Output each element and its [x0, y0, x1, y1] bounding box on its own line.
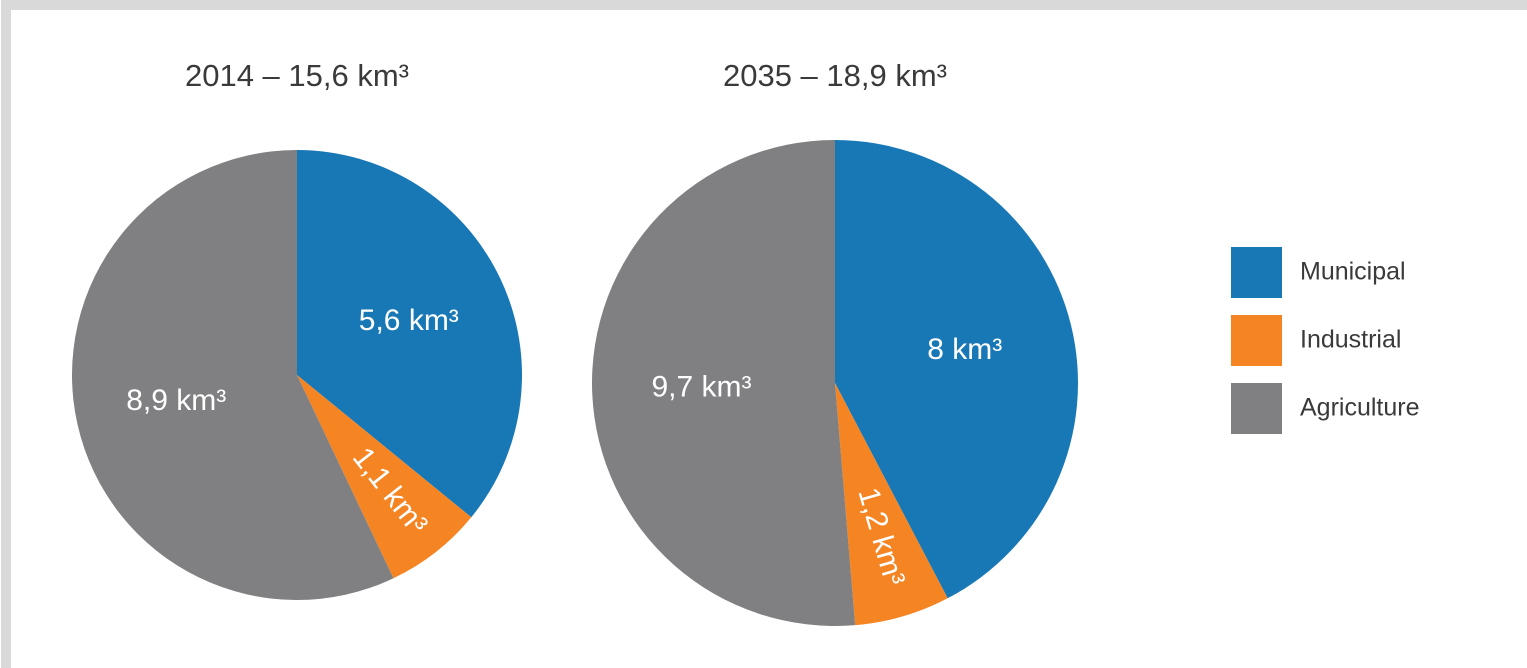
- pie-slice: Municipal: [297, 150, 523, 518]
- legend-swatch: [1231, 315, 1282, 366]
- pie-slice: Agriculture: [592, 140, 856, 627]
- value-label: 8,9 km³: [126, 384, 226, 417]
- pie-slice: Agriculture: [72, 150, 394, 601]
- legend-label: Industrial: [1300, 326, 1401, 354]
- legend-swatch: [1231, 383, 1282, 434]
- pie-slice: Industrial: [835, 383, 948, 626]
- pie-slice: Industrial: [297, 375, 472, 579]
- chart-title: 2014 – 15,6 km³: [185, 58, 409, 93]
- legend-label: Agriculture: [1300, 394, 1420, 422]
- pie-slice: Municipal: [835, 140, 1078, 599]
- legend-label: Municipal: [1300, 258, 1406, 286]
- value-label: 9,7 km³: [651, 370, 751, 403]
- chart-title: 2035 – 18,9 km³: [723, 58, 947, 93]
- legend-swatch: [1231, 247, 1282, 298]
- value-label: 5,6 km³: [359, 304, 459, 337]
- value-label: 8 km³: [927, 333, 1002, 366]
